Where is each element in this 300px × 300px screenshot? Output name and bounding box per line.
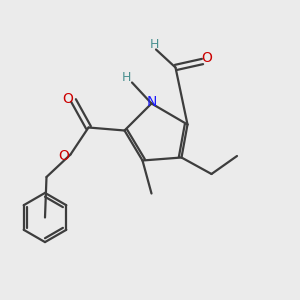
Text: H: H [122,70,131,84]
Text: H: H [150,38,159,51]
Text: O: O [202,52,212,65]
Text: O: O [58,149,69,163]
Text: O: O [63,92,74,106]
Text: N: N [146,95,157,109]
